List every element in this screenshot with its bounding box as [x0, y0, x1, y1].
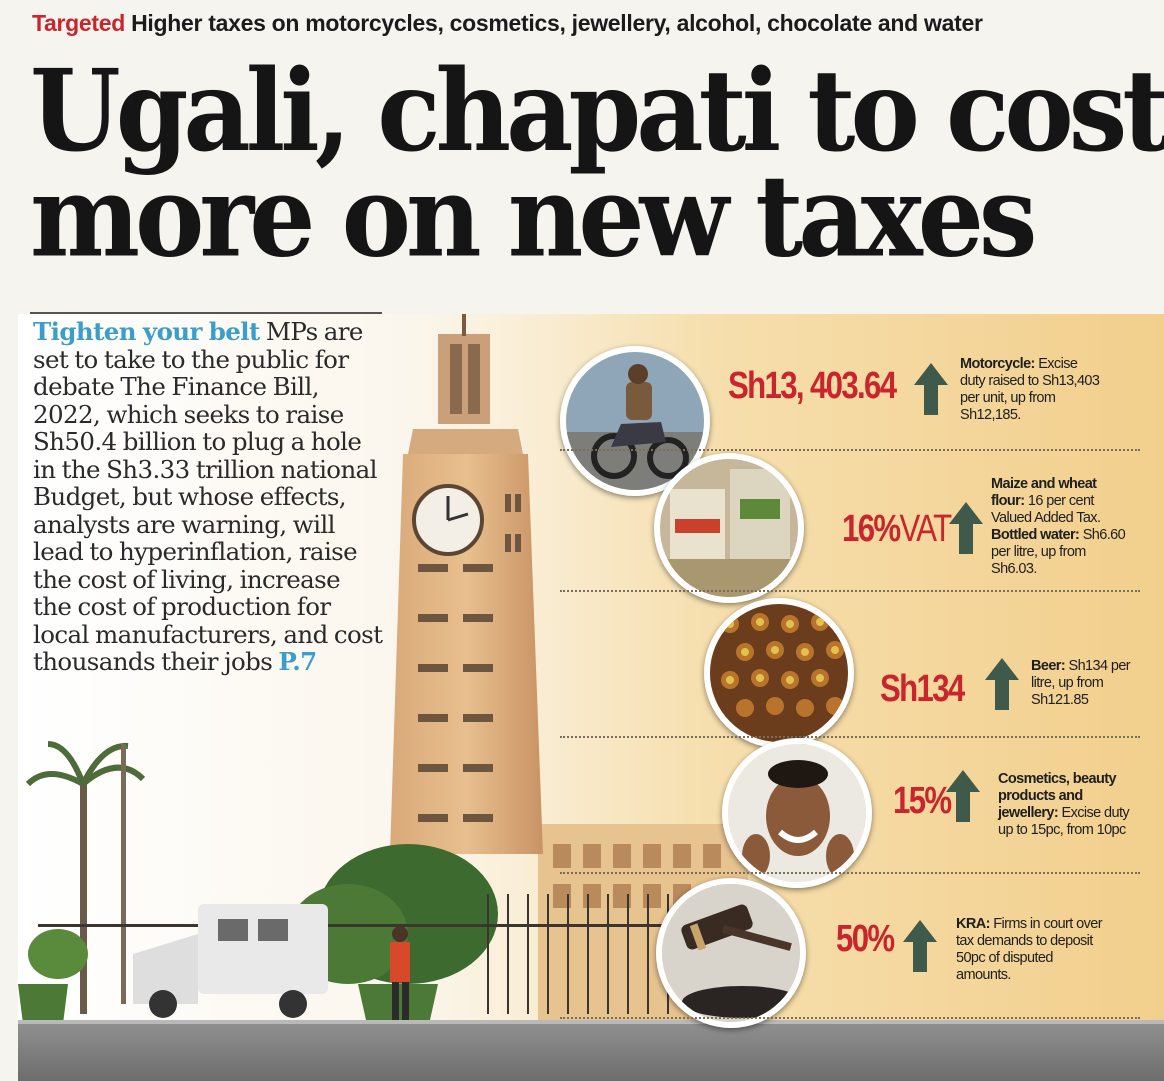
beer-bottles-photo — [704, 598, 854, 748]
motorcycle-photo — [560, 346, 710, 496]
desc-flour-text: 16 per cent Valued Added Tax. — [991, 493, 1101, 526]
kicker-tag: Targeted — [32, 10, 126, 36]
desc-cosmetics: Cosmetics, beauty products and jewellery… — [998, 771, 1138, 839]
divider-1 — [560, 449, 1140, 451]
up-arrow-icon — [903, 920, 937, 972]
desc-cosmetics-text: Excise duty up to 15pc, from 10pc — [998, 805, 1130, 838]
figure-vat-percent: 16% — [842, 508, 901, 550]
figure-vat-suffix: VAT — [899, 508, 952, 550]
desc-kra-label: KRA: — [956, 916, 990, 932]
up-arrow-icon — [946, 770, 980, 822]
desc-motorcycle-label: Motorcycle: — [960, 356, 1035, 372]
up-arrow-icon — [914, 363, 948, 415]
desc-flour-label: Maize and wheat flour: — [991, 476, 1097, 509]
figure-beer: Sh134 — [880, 668, 965, 710]
intro-paragraph: Tighten your belt MPs are set to take to… — [33, 318, 383, 676]
divider-2 — [560, 590, 1140, 592]
desc-flour: Maize and wheat flour: 16 per cent Value… — [991, 476, 1131, 578]
figure-vat: 16%VAT — [842, 508, 952, 551]
desc-water-label: Bottled water: — [991, 527, 1080, 543]
smiling-woman-photo — [722, 738, 872, 888]
headline-line-2: more on new taxes — [30, 149, 1037, 283]
desc-beer-label: Beer: — [1031, 658, 1066, 674]
headline: Ugali, chapati to cost more on new taxes — [30, 43, 1164, 283]
divider-4 — [560, 872, 1140, 874]
desc-beer-text: Sh134 per litre, up from Sh121.85 — [1031, 658, 1131, 708]
intro-body: MPs are set to take to the public for de… — [33, 317, 383, 676]
figure-kra: 50% — [836, 918, 895, 960]
desc-kra: KRA: Firms in court over tax demands to … — [956, 916, 1106, 984]
figure-motorcycle: Sh13, 403.64 — [728, 365, 897, 407]
desc-motorcycle: Motorcycle: Excise duty raised to Sh13,4… — [960, 356, 1100, 424]
desc-cosmetics-label: Cosmetics, beauty products and jewellery… — [998, 771, 1117, 821]
desc-motorcycle-text: Excise duty raised to Sh13,403 per unit,… — [960, 356, 1100, 423]
divider-5 — [560, 1017, 1140, 1019]
page-reference-link[interactable]: P.7 — [278, 647, 317, 676]
figure-cosmetics: 15% — [893, 780, 952, 822]
desc-kra-text: Firms in court over tax demands to depos… — [956, 916, 1103, 983]
desc-beer: Beer: Sh134 per litre, up from Sh121.85 — [1031, 658, 1141, 709]
headline-line-1: Ugali, chapati to cost — [30, 43, 1164, 177]
up-arrow-icon — [949, 502, 983, 554]
desc-water-text: Sh6.60 per litre, up from Sh6.03. — [991, 527, 1126, 577]
divider-3 — [560, 736, 1140, 738]
up-arrow-icon — [985, 658, 1019, 710]
flour-bags-photo — [654, 453, 804, 603]
kicker-line: Targeted Higher taxes on motorcycles, co… — [32, 10, 1152, 37]
intro-lead: Tighten your belt — [33, 317, 260, 346]
kicker-text: Higher taxes on motorcycles, cosmetics, … — [131, 10, 983, 36]
gavel-photo — [656, 878, 806, 1028]
intro-rule — [30, 312, 382, 314]
kicker-text-value: Higher taxes on motorcycles, cosmetics, … — [131, 10, 983, 36]
